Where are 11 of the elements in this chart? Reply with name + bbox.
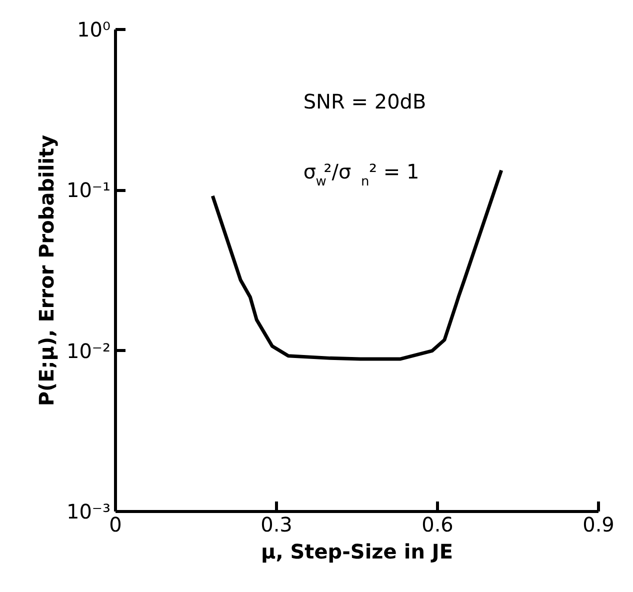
x-tick-label: 0.3 (260, 512, 292, 536)
y-tick-label: 10⁰ (77, 18, 110, 42)
x-tick-label: 0.6 (422, 512, 454, 536)
y-tick-label: 10⁻² (66, 338, 111, 363)
annotation: SNR = 20dB (303, 90, 426, 114)
y-tick-label: 10⁻¹ (66, 178, 111, 202)
x-tick-label: 0 (109, 512, 122, 536)
y-axis-title: P(E;μ), Error Probability (34, 134, 58, 406)
x-axis-title: μ, Step-Size in JE (260, 540, 454, 564)
x-tick-label: 0.9 (582, 512, 614, 536)
y-tick-label: 10⁻³ (66, 500, 111, 524)
